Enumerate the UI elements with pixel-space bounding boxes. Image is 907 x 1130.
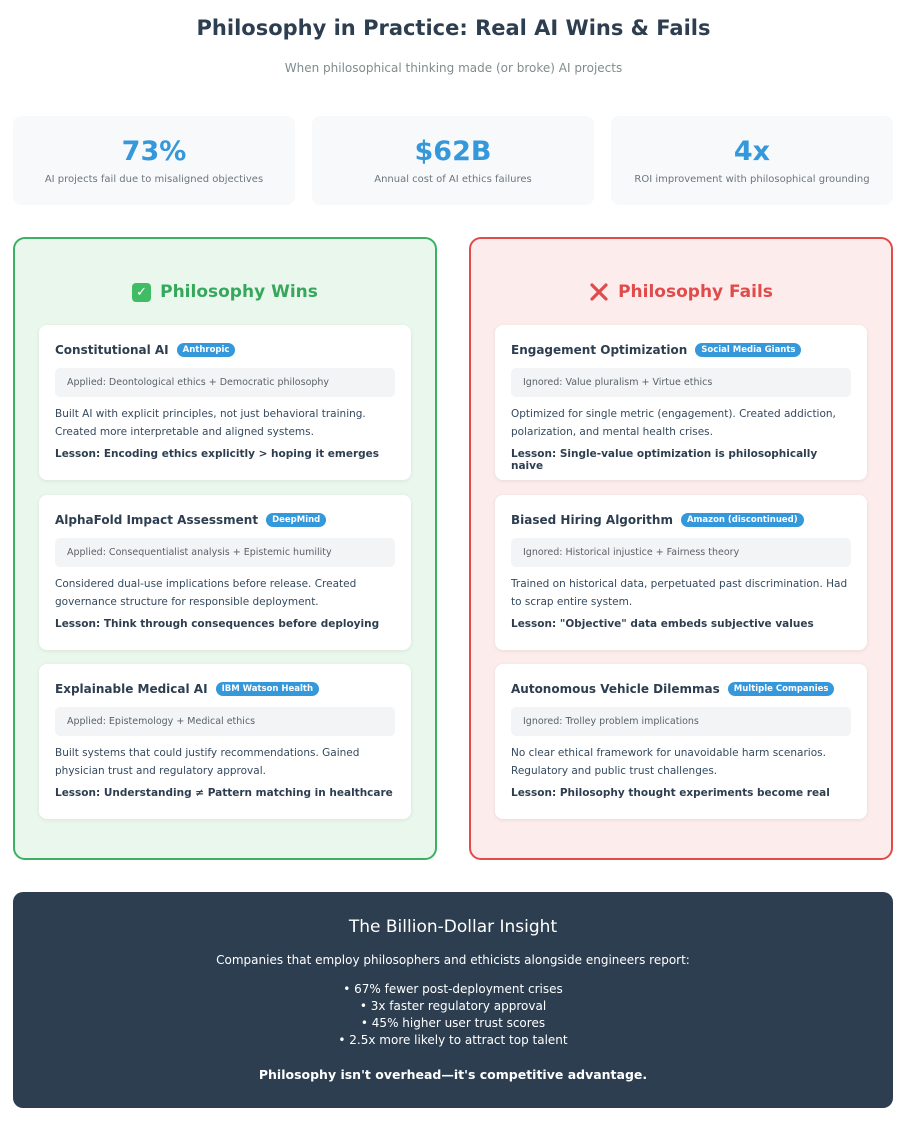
- case-card-medical-ai: Explainable Medical AI IBM Watson Health…: [39, 664, 411, 819]
- list-item: • 3x faster regulatory approval: [359, 999, 547, 1013]
- list-item: • 45% higher user trust scores: [360, 1016, 546, 1030]
- wins-heading: ✓ Philosophy Wins: [15, 282, 435, 302]
- stat-value: 4x: [733, 136, 771, 167]
- page-title: Philosophy in Practice: Real AI Wins & F…: [196, 16, 711, 40]
- stat-card: 73% AI projects fail due to misaligned o…: [13, 116, 295, 205]
- case-description: Trained on historical data, perpetuated …: [511, 578, 848, 608]
- list-item: • 67% fewer post-deployment crises: [343, 982, 563, 996]
- case-lesson: Lesson: Encoding ethics explicitly > hop…: [55, 448, 380, 460]
- case-description: Optimized for single metric (engagement)…: [511, 408, 836, 438]
- company-badge: Amazon (discontinued): [680, 513, 804, 527]
- stat-label: Annual cost of AI ethics failures: [374, 174, 532, 185]
- stat-value: 73%: [121, 136, 187, 167]
- stat-card: 4x ROI improvement with philosophical gr…: [611, 116, 893, 205]
- fails-heading: Philosophy Fails: [471, 282, 891, 302]
- insight-title: The Billion-Dollar Insight: [348, 917, 558, 937]
- company-badge: Anthropic: [176, 343, 236, 357]
- fails-column: Philosophy Fails Engagement Optimization…: [469, 237, 893, 860]
- case-applied: Applied: Deontological ethics + Democrat…: [55, 368, 395, 397]
- cross-icon: [589, 282, 609, 302]
- wins-column: ✓ Philosophy Wins Constitutional AI Anth…: [13, 237, 437, 860]
- case-description: No clear ethical framework for unavoidab…: [511, 747, 826, 777]
- case-title: Biased Hiring Algorithm: [511, 513, 673, 527]
- stat-label: ROI improvement with philosophical groun…: [634, 174, 870, 185]
- case-description: Considered dual-use implications before …: [55, 578, 357, 608]
- fails-heading-label: Philosophy Fails: [618, 282, 773, 302]
- case-card-autonomous: Autonomous Vehicle Dilemmas Multiple Com…: [495, 664, 867, 819]
- case-ignored: Ignored: Value pluralism + Virtue ethics: [511, 368, 851, 397]
- case-card-constitutional-ai: Constitutional AI Anthropic Applied: Deo…: [39, 325, 411, 480]
- company-badge: Social Media Giants: [695, 343, 802, 357]
- insight-closing: Philosophy isn't overhead—it's competiti…: [258, 1067, 648, 1082]
- case-description: Built systems that could justify recomme…: [55, 747, 360, 777]
- stat-card: $62B Annual cost of AI ethics failures: [312, 116, 594, 205]
- case-title: Engagement Optimization: [511, 343, 688, 357]
- stats-row: 73% AI projects fail due to misaligned o…: [13, 116, 893, 205]
- company-badge: Multiple Companies: [727, 682, 835, 696]
- case-card-hiring: Biased Hiring Algorithm Amazon (disconti…: [495, 495, 867, 650]
- case-description: Built AI with explicit principles, not j…: [55, 408, 366, 438]
- case-title: Explainable Medical AI: [55, 682, 208, 696]
- wins-heading-label: Philosophy Wins: [160, 282, 318, 302]
- case-lesson: Lesson: Understanding ≠ Pattern matching…: [55, 787, 393, 799]
- insight-intro: Companies that employ philosophers and e…: [216, 953, 690, 967]
- case-card-engagement: Engagement Optimization Social Media Gia…: [495, 325, 867, 480]
- case-applied: Applied: Consequentialist analysis + Epi…: [55, 538, 395, 567]
- case-lesson: Lesson: Philosophy thought experiments b…: [511, 787, 830, 799]
- case-title: AlphaFold Impact Assessment: [55, 513, 259, 527]
- stat-label: AI projects fail due to misaligned objec…: [44, 174, 264, 185]
- stat-value: $62B: [414, 136, 492, 167]
- insight-list: • 67% fewer post-deployment crises • 3x …: [13, 981, 893, 1049]
- case-card-alphafold: AlphaFold Impact Assessment DeepMind App…: [39, 495, 411, 650]
- case-lesson: Lesson: Think through consequences befor…: [55, 618, 380, 630]
- case-applied: Applied: Epistemology + Medical ethics: [55, 707, 395, 736]
- case-lesson: Lesson: "Objective" data embeds subjecti…: [511, 618, 814, 630]
- case-title: Constitutional AI: [55, 343, 169, 357]
- check-icon: ✓: [132, 282, 152, 302]
- insight-panel: The Billion-Dollar Insight Companies tha…: [13, 892, 893, 1108]
- company-badge: DeepMind: [266, 513, 327, 527]
- company-badge: IBM Watson Health: [215, 682, 320, 696]
- case-ignored: Ignored: Trolley problem implications: [511, 707, 851, 736]
- case-title: Autonomous Vehicle Dilemmas: [511, 682, 720, 696]
- list-item: • 2.5x more likely to attract top talent: [338, 1033, 568, 1047]
- page-subtitle: When philosophical thinking made (or bro…: [284, 61, 623, 75]
- case-ignored: Ignored: Historical injustice + Fairness…: [511, 538, 851, 567]
- case-lesson: Lesson: Single-value optimization is phi…: [511, 448, 818, 472]
